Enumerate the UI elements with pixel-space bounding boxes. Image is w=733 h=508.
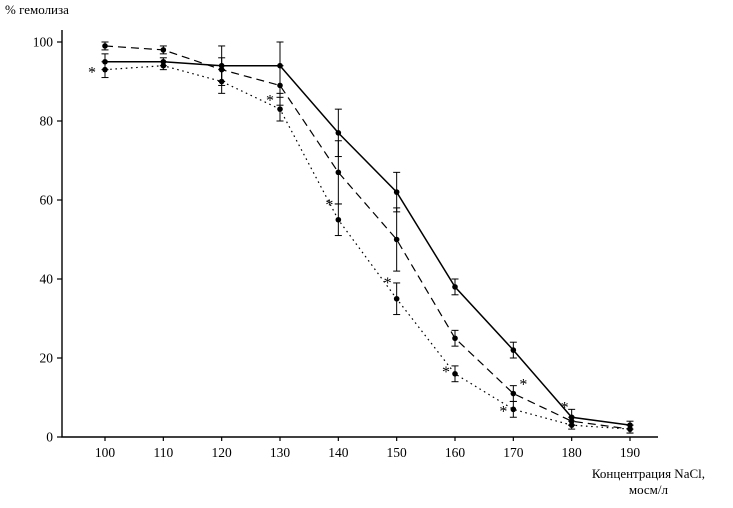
significance-annotations: * * * * * * * * — [88, 65, 569, 421]
data-point-marker — [335, 130, 342, 136]
data-point-marker — [277, 82, 283, 89]
data-point-marker — [510, 390, 517, 397]
data-point-marker — [102, 66, 108, 73]
data-point-marker — [393, 236, 400, 243]
data-point-marker — [510, 347, 517, 353]
y-tick-label: 40 — [40, 272, 54, 287]
x-tick-label: 180 — [562, 445, 583, 460]
x-tick-label: 100 — [95, 445, 116, 460]
x-axis-title-line2: мосм/л — [628, 482, 669, 497]
x-tick-label: 120 — [212, 445, 233, 460]
data-point-marker — [160, 47, 167, 53]
asterisk-annotation: * — [499, 403, 507, 420]
data-point-marker — [627, 426, 633, 432]
data-point-marker — [102, 43, 108, 49]
x-axis-ticks: 100 110 120 130 140 150 160 170 180 190 — [95, 437, 641, 460]
data-point-marker — [160, 62, 167, 69]
axes — [61, 30, 658, 438]
dotted-series — [101, 61, 634, 434]
data-point-marker — [452, 335, 458, 342]
x-tick-label: 130 — [270, 445, 291, 460]
asterisk-annotation: * — [325, 197, 333, 214]
asterisk-annotation: * — [442, 364, 450, 381]
asterisk-annotation: * — [561, 399, 569, 416]
data-point-marker — [452, 371, 458, 377]
x-tick-label: 170 — [503, 445, 524, 460]
y-tick-label: 60 — [40, 193, 54, 208]
dashed-series — [101, 41, 634, 434]
asterisk-annotation: * — [384, 275, 392, 292]
data-point-marker — [393, 295, 400, 302]
y-tick-label: 80 — [40, 114, 54, 129]
data-point-marker — [335, 216, 342, 223]
data-point-marker — [452, 284, 458, 290]
x-tick-label: 190 — [620, 445, 641, 460]
y-tick-label: 20 — [40, 351, 54, 366]
x-tick-label: 110 — [153, 445, 173, 460]
y-tick-label: 100 — [33, 35, 54, 50]
x-tick-label: 160 — [445, 445, 466, 460]
data-point-marker — [568, 422, 575, 428]
asterisk-annotation: * — [88, 65, 96, 82]
data-point-marker — [510, 406, 517, 413]
x-tick-label: 150 — [387, 445, 408, 460]
solid-series — [101, 41, 634, 430]
y-axis-ticks: 0 20 40 60 80 100 — [33, 35, 62, 445]
data-point-marker — [335, 169, 342, 176]
y-axis-title: % гемолиза — [5, 2, 69, 17]
x-tick-label: 140 — [328, 445, 349, 460]
data-point-marker — [393, 189, 400, 195]
y-tick-label: 0 — [46, 430, 53, 445]
x-axis-title-line1: Концентрация NaCl, — [591, 466, 705, 481]
asterisk-annotation: * — [519, 377, 527, 394]
data-point-marker — [218, 78, 225, 85]
x-axis-title: Концентрация NaCl, мосм/л — [592, 466, 705, 498]
data-point-marker — [277, 106, 283, 112]
asterisk-annotation: * — [266, 92, 274, 109]
